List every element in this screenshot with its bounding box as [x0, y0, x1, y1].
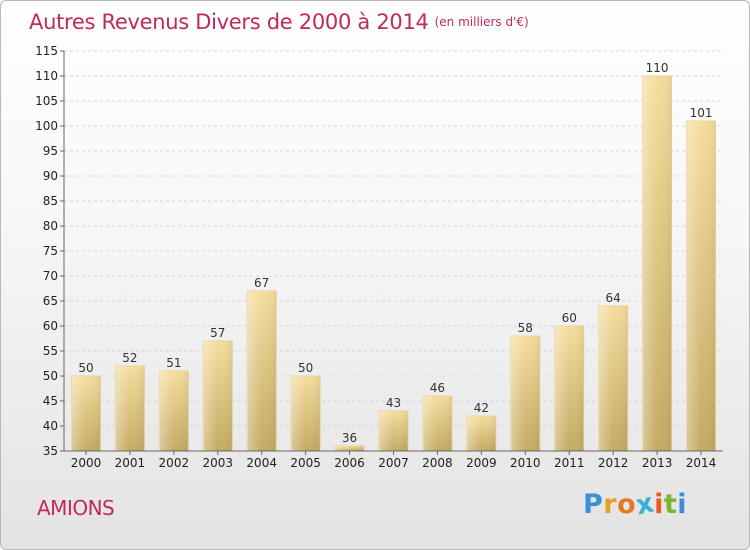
x-tick-label: 2011 — [554, 456, 585, 470]
bar-shade — [686, 121, 716, 451]
y-tick-label: 60 — [43, 319, 58, 333]
x-tick-label: 2000 — [71, 456, 102, 470]
data-label: 52 — [122, 351, 137, 365]
x-tick-label: 2012 — [598, 456, 629, 470]
y-tick-label: 115 — [35, 44, 58, 58]
data-label: 43 — [386, 396, 401, 410]
data-label: 50 — [298, 361, 313, 375]
y-tick-label: 100 — [35, 119, 58, 133]
y-tick-label: 40 — [43, 419, 58, 433]
y-tick-label: 95 — [43, 144, 58, 158]
logo-letter: i — [654, 489, 664, 520]
y-tick-label: 80 — [43, 219, 58, 233]
proxiti-logo[interactable]: Proxiti — [583, 487, 688, 521]
bar-shade — [510, 336, 540, 451]
x-tick-label: 2007 — [378, 456, 409, 470]
data-label: 67 — [254, 276, 269, 290]
y-tick-label: 55 — [43, 344, 58, 358]
chart-title: Autres Revenus Divers de 2000 à 2014 (en … — [29, 10, 529, 34]
y-tick-label: 50 — [43, 369, 58, 383]
x-tick-label: 2010 — [510, 456, 541, 470]
y-tick-label: 45 — [43, 394, 58, 408]
x-tick-label: 2002 — [159, 456, 190, 470]
data-label: 50 — [78, 361, 93, 375]
bar-shade — [247, 291, 277, 451]
bar-shade — [466, 416, 496, 451]
bar-shade — [335, 446, 365, 451]
data-label: 57 — [210, 326, 225, 340]
data-label: 46 — [430, 381, 445, 395]
x-axis: 2000 2001 2002 2003 2004 2005 2006 2007 2008 2009… — [64, 450, 723, 470]
data-label: 58 — [518, 321, 533, 335]
data-label: 51 — [166, 356, 181, 370]
y-tick-label: 85 — [43, 194, 58, 208]
bar-shade — [291, 376, 321, 451]
bar-shade — [203, 341, 233, 451]
x-tick-label: 2006 — [334, 456, 365, 470]
x-tick-label: 2001 — [115, 456, 146, 470]
logo-letter: o — [617, 489, 637, 520]
chart-unit: (en milliers d'€) — [434, 15, 529, 29]
data-label: 60 — [562, 311, 577, 325]
data-label: 42 — [474, 401, 489, 415]
bar-shade — [115, 366, 145, 451]
y-tick-label: 75 — [43, 244, 58, 258]
bar-shade — [422, 396, 452, 451]
y-tick-label: 110 — [35, 69, 58, 83]
x-tick-label: 2013 — [642, 456, 673, 470]
x-tick-label: 2005 — [290, 456, 321, 470]
bar-shade — [642, 76, 672, 451]
bar-shade — [554, 326, 584, 451]
y-axis: 35 40 45 50 55 60 65 70 75 80 85 90 95 100 105 110 115 — [35, 44, 65, 458]
y-tick-label: 35 — [43, 444, 58, 458]
y-tick-label: 65 — [43, 294, 58, 308]
logo-letter: P — [583, 489, 604, 520]
bars-group: 50 52 51 57 67 50 36 43 46 42 58 60 64 110 101 — [70, 61, 717, 452]
bar-shade — [379, 411, 408, 451]
bar-shade — [71, 376, 101, 451]
data-label: 101 — [690, 106, 713, 120]
commune-name: AMIONS — [37, 496, 115, 520]
data-label: 110 — [646, 61, 669, 75]
x-tick-label: 2004 — [246, 456, 277, 470]
bar-shade — [598, 306, 628, 451]
x-tick-label: 2014 — [686, 456, 717, 470]
logo-letter: r — [603, 489, 618, 520]
y-tick-label: 70 — [43, 269, 58, 283]
x-tick-label: 2008 — [422, 456, 453, 470]
chart-title-text: Autres Revenus Divers de 2000 à 2014 — [29, 10, 429, 34]
x-tick-label: 2009 — [466, 456, 497, 470]
x-tick-label: 2003 — [202, 456, 233, 470]
data-label: 36 — [342, 431, 357, 445]
bar-shade — [159, 371, 189, 451]
y-tick-label: 105 — [35, 94, 58, 108]
data-label: 64 — [606, 291, 621, 305]
y-tick-label: 90 — [43, 169, 58, 183]
logo-letter: t — [663, 489, 678, 520]
logo-letter: i — [677, 489, 688, 520]
